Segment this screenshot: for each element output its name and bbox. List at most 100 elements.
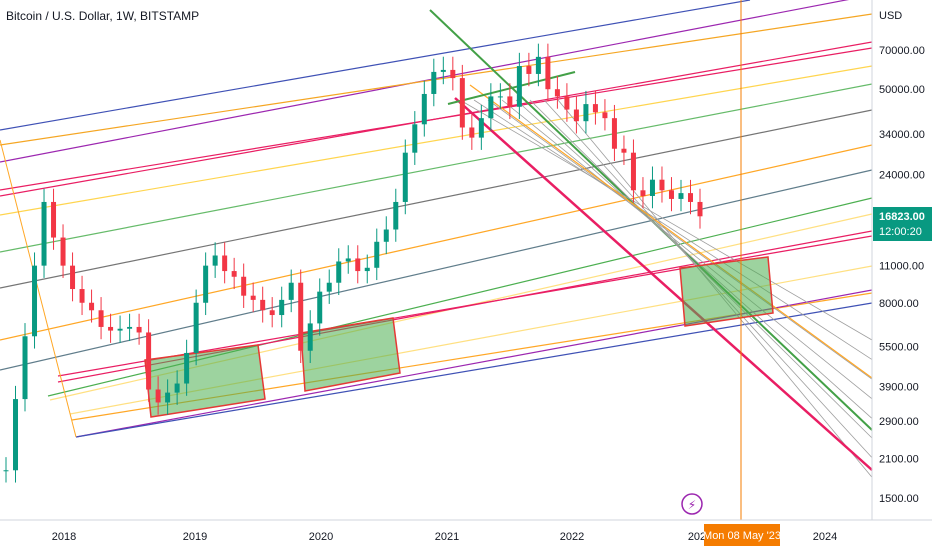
candle xyxy=(687,193,693,202)
fan-line xyxy=(75,302,873,438)
y-tick-label: 8000.00 xyxy=(879,298,919,310)
candle xyxy=(668,190,674,199)
pitchfork-line xyxy=(469,84,873,379)
accumulation-zone xyxy=(144,344,266,418)
candle xyxy=(374,241,380,268)
accumulation-zone xyxy=(300,317,401,392)
candle xyxy=(630,152,636,191)
y-tick-label: 2100.00 xyxy=(879,454,919,466)
pitchfork-tine xyxy=(487,99,873,380)
x-tick-label: 202 xyxy=(688,531,706,543)
y-tick-label: 70000.00 xyxy=(879,45,925,57)
pitchfork-lower xyxy=(454,97,873,471)
y-tick-label: 50000.00 xyxy=(879,84,925,96)
pitchfork-tine xyxy=(501,99,873,400)
fan-line xyxy=(0,41,873,197)
lightning-icon xyxy=(681,493,703,515)
candle xyxy=(279,299,285,316)
pitchfork-handle xyxy=(447,71,576,105)
candle xyxy=(269,310,275,316)
x-tick-label: 2018 xyxy=(52,531,76,543)
candle xyxy=(621,148,627,153)
candle xyxy=(469,127,475,138)
candle xyxy=(79,289,85,303)
countdown: 12:00:20 xyxy=(879,226,922,238)
y-tick-label: 1500.00 xyxy=(879,493,919,505)
candle xyxy=(146,332,152,390)
candle xyxy=(345,258,351,262)
x-tick-label: 2021 xyxy=(435,531,459,543)
candle xyxy=(573,109,579,122)
crosshair-date: Mon 08 May '23 xyxy=(703,530,781,542)
candle xyxy=(41,201,47,266)
candle xyxy=(136,326,142,333)
candle xyxy=(127,326,133,329)
candle xyxy=(22,336,28,400)
candle xyxy=(450,69,456,79)
candle xyxy=(602,112,608,119)
candle xyxy=(393,201,399,230)
y-tick-label: 24000.00 xyxy=(879,170,925,182)
accumulation-zone xyxy=(679,256,774,327)
candle xyxy=(535,56,541,74)
candle xyxy=(51,201,57,238)
candle xyxy=(222,255,228,272)
x-tick-label: 2022 xyxy=(560,531,584,543)
candle xyxy=(516,66,522,107)
candle xyxy=(288,282,294,300)
candle xyxy=(203,265,209,303)
candle xyxy=(697,201,703,217)
fan-line xyxy=(0,169,873,371)
candle xyxy=(440,69,446,72)
candle xyxy=(193,302,199,353)
price-tag xyxy=(873,207,932,241)
candle xyxy=(307,323,313,351)
candle xyxy=(507,96,513,107)
candle xyxy=(108,326,114,331)
y-tick-label: 2900.00 xyxy=(879,416,919,428)
candle xyxy=(402,152,408,202)
date-tag xyxy=(704,524,780,546)
candle xyxy=(545,56,551,90)
fan-edge xyxy=(0,139,77,438)
candle xyxy=(13,399,19,471)
candle xyxy=(3,470,9,472)
candle xyxy=(165,392,171,403)
candle xyxy=(184,352,190,384)
candle xyxy=(174,383,180,393)
candle xyxy=(336,261,342,283)
fan-line xyxy=(0,109,873,289)
fan-line xyxy=(0,144,873,341)
candle xyxy=(241,276,247,296)
candle xyxy=(326,282,332,292)
candle xyxy=(317,291,323,324)
candle xyxy=(364,267,370,272)
pitchfork-tine xyxy=(515,99,873,419)
candle xyxy=(583,104,589,122)
candle xyxy=(678,193,684,199)
lightning-icon-glyph: ⚡ xyxy=(688,498,696,512)
candle xyxy=(478,118,484,138)
candle xyxy=(89,302,95,311)
y-tick-label: 5500.00 xyxy=(879,341,919,353)
candle xyxy=(60,237,66,266)
candle xyxy=(260,299,266,311)
candle xyxy=(659,179,665,191)
x-tick-label: 2020 xyxy=(309,531,333,543)
pitchfork-tine xyxy=(473,99,873,360)
candle xyxy=(592,104,598,113)
x-tick-label: 2019 xyxy=(183,531,207,543)
candle xyxy=(298,282,304,351)
candle xyxy=(611,118,617,149)
candle xyxy=(231,271,237,277)
candle xyxy=(355,258,361,272)
candle xyxy=(412,124,418,153)
current-price: 16823.00 xyxy=(879,211,925,223)
pitchfork-tine xyxy=(459,99,873,341)
candle xyxy=(431,71,437,94)
candle xyxy=(212,255,218,266)
fan-line xyxy=(0,65,873,216)
candle xyxy=(459,78,465,128)
y-tick-label: 3900.00 xyxy=(879,381,919,393)
